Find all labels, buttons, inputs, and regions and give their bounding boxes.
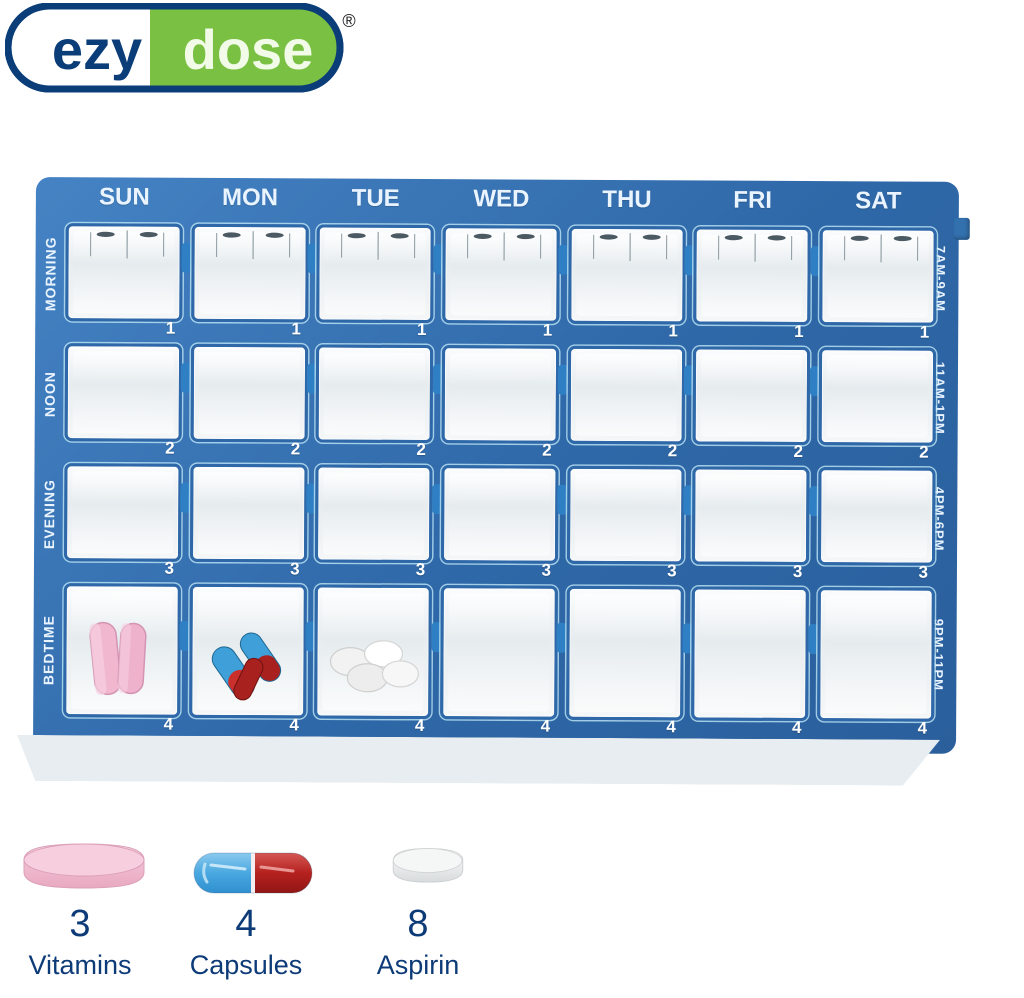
svg-text:ezy: ezy [52,18,142,81]
svg-text:®: ® [342,11,355,31]
svg-text:dose: dose [183,18,314,81]
